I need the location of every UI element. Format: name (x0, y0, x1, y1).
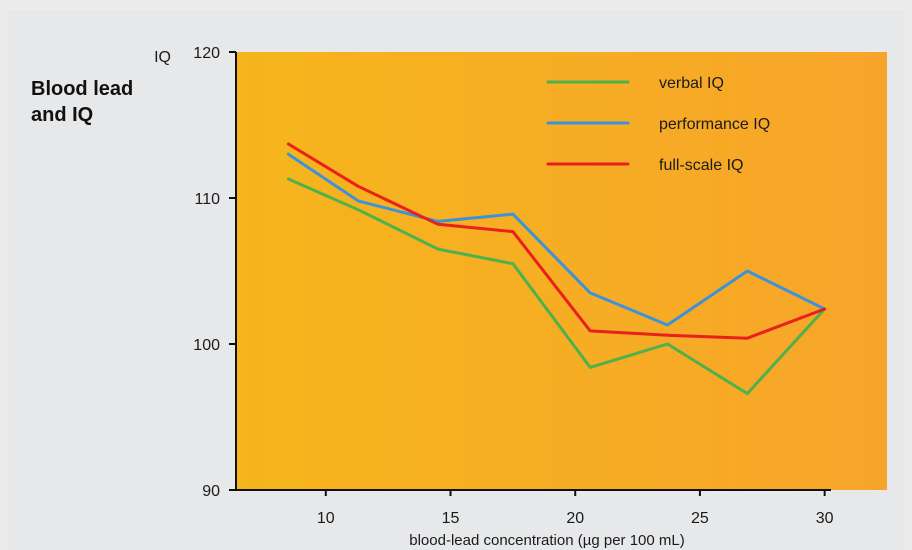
y-tick-label: 110 (194, 191, 220, 208)
x-axis-label: blood-lead concentration (µg per 100 mL) (409, 532, 684, 549)
y-tick-label: 90 (202, 483, 220, 500)
chart-title: Blood lead and IQ (31, 76, 133, 128)
y-axis-label: IQ (154, 49, 171, 66)
series-lines (286, 142, 827, 396)
x-tick-label: 30 (816, 510, 834, 527)
series-line-verbal-iq (286, 177, 827, 396)
x-tick-label: 25 (691, 510, 709, 527)
x-tick-label: 10 (317, 510, 335, 527)
x-tick-label: 20 (566, 510, 584, 527)
series-line-performance-iq (286, 152, 827, 327)
legend-label-verbal-iq: verbal IQ (659, 75, 724, 92)
chart-title-line-2: and IQ (31, 104, 94, 126)
legend-label-performance-iq: performance IQ (659, 116, 770, 133)
x-tick-label: 15 (442, 510, 460, 527)
y-tick-label: 100 (193, 337, 220, 354)
legend-label-full-scale-iq: full-scale IQ (659, 157, 743, 174)
legend: verbal IQ performance IQ full-scale IQ (546, 75, 770, 174)
y-tick-label: 120 (193, 45, 220, 62)
plot-background (236, 52, 887, 490)
axes (235, 52, 831, 491)
y-axis-ticks: 90 100 110 120 (193, 45, 236, 500)
chart-title-line-1: Blood lead (31, 78, 134, 100)
series-line-full-scale-iq (286, 142, 827, 340)
x-axis-ticks: 10 15 20 25 30 (317, 490, 834, 527)
